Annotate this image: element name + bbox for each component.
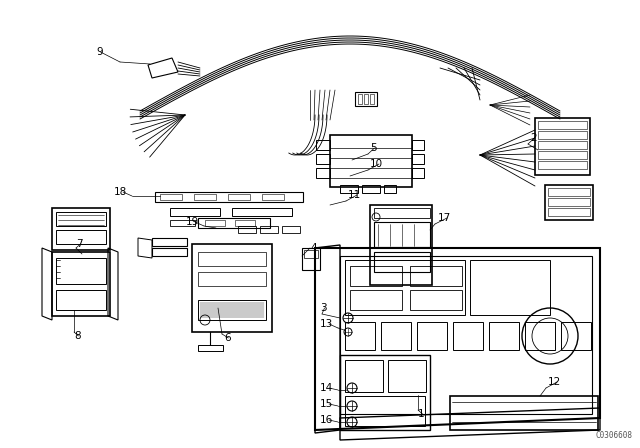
Text: 6: 6	[224, 333, 230, 343]
Bar	[304, 250, 318, 258]
Bar	[410, 266, 462, 286]
Bar	[358, 94, 362, 104]
Bar	[538, 131, 587, 139]
Text: 7: 7	[76, 239, 83, 249]
Bar	[155, 192, 303, 202]
Bar	[412, 168, 424, 178]
Bar	[198, 300, 266, 320]
Text: 11: 11	[348, 190, 361, 200]
Text: 12: 12	[548, 377, 561, 387]
Bar	[538, 151, 587, 159]
Bar	[152, 238, 187, 246]
Bar	[355, 92, 377, 106]
Bar	[345, 396, 425, 426]
Bar	[538, 161, 587, 169]
Bar	[340, 355, 430, 430]
Bar	[260, 226, 278, 233]
Bar	[235, 220, 255, 226]
Bar	[52, 252, 110, 316]
Bar	[538, 121, 587, 129]
Bar	[192, 244, 272, 332]
Text: 3: 3	[320, 303, 326, 313]
Text: 17: 17	[438, 213, 451, 223]
Bar	[316, 168, 330, 178]
Bar	[417, 322, 447, 350]
Text: 14: 14	[320, 383, 333, 393]
Bar	[56, 230, 106, 244]
Bar	[453, 322, 483, 350]
Bar	[152, 248, 187, 256]
Bar	[470, 260, 550, 315]
Text: 1: 1	[418, 409, 424, 419]
Text: 8: 8	[74, 331, 81, 341]
Bar	[198, 218, 270, 228]
Bar	[194, 194, 216, 200]
Bar	[198, 252, 266, 266]
Bar	[561, 322, 591, 350]
Bar	[374, 252, 430, 272]
Bar	[198, 345, 223, 351]
Bar	[538, 141, 587, 149]
Bar	[525, 322, 555, 350]
Bar	[56, 212, 106, 226]
Bar	[374, 222, 430, 247]
Bar	[364, 94, 368, 104]
Text: 4: 4	[310, 243, 317, 253]
Bar	[170, 220, 195, 226]
Bar	[282, 226, 300, 233]
Text: 2: 2	[530, 133, 536, 143]
Bar	[362, 185, 380, 193]
Bar	[316, 154, 330, 164]
Bar	[350, 290, 402, 310]
Bar	[548, 208, 590, 216]
Text: 19: 19	[186, 217, 199, 227]
Bar	[370, 94, 374, 104]
Bar	[316, 140, 330, 150]
Text: 15: 15	[320, 399, 333, 409]
Bar	[489, 322, 519, 350]
Bar	[238, 226, 256, 233]
Bar	[412, 140, 424, 150]
Bar	[374, 208, 430, 218]
Bar	[52, 208, 110, 250]
Text: 10: 10	[370, 159, 383, 169]
Bar	[170, 208, 220, 216]
Bar	[232, 208, 292, 216]
Bar	[228, 194, 250, 200]
Text: 5: 5	[370, 143, 376, 153]
Bar	[340, 256, 592, 414]
Bar	[410, 290, 462, 310]
Bar	[302, 248, 320, 270]
Bar	[388, 360, 426, 392]
Bar	[345, 322, 375, 350]
Text: 13: 13	[320, 319, 333, 329]
Text: 18: 18	[114, 187, 127, 197]
Bar	[345, 260, 465, 315]
Bar	[205, 220, 225, 226]
Bar	[412, 154, 424, 164]
Bar	[450, 396, 598, 430]
Bar	[545, 185, 593, 220]
Bar	[262, 194, 284, 200]
Bar	[548, 188, 590, 196]
Bar	[198, 272, 266, 286]
Bar	[535, 118, 590, 175]
Bar	[370, 205, 432, 285]
Text: C0306608: C0306608	[595, 431, 632, 440]
Text: 9: 9	[96, 47, 102, 57]
Bar	[345, 360, 383, 392]
Bar	[160, 194, 182, 200]
Bar	[340, 185, 358, 193]
Bar	[330, 135, 412, 187]
Text: 16: 16	[320, 415, 333, 425]
Bar	[381, 322, 411, 350]
Bar	[384, 185, 396, 193]
Bar	[56, 258, 106, 284]
Bar	[548, 198, 590, 206]
Bar	[56, 290, 106, 310]
Bar	[350, 266, 402, 286]
